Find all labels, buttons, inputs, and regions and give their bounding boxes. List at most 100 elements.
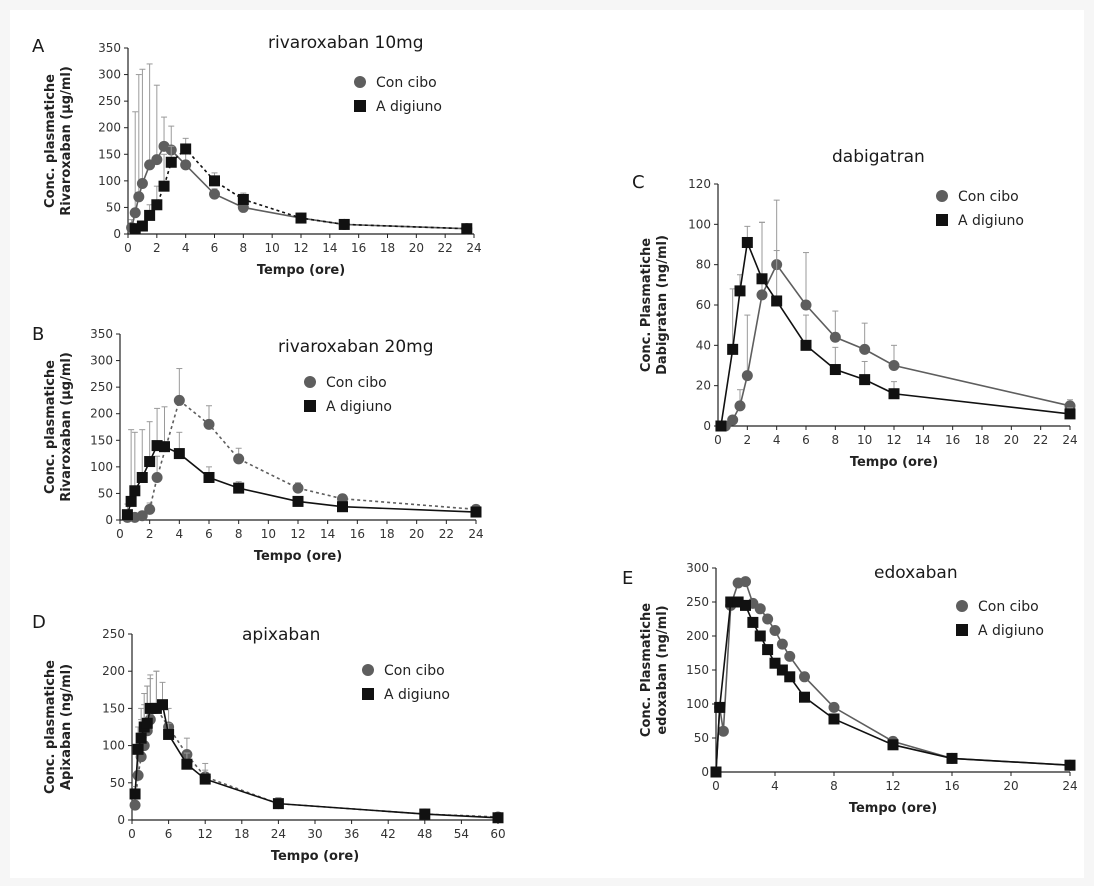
y-axis-label: Rivaroxaban (µg/ml) <box>59 66 74 216</box>
data-point-square <box>338 218 350 230</box>
y-axis-label: Conc. plasmatiche <box>43 360 58 494</box>
x-tick-label: 42 <box>381 827 396 841</box>
x-tick-label: 8 <box>832 433 840 447</box>
data-point-circle <box>133 191 145 203</box>
series-a-digiuno <box>121 406 482 521</box>
x-tick-label: 24 <box>271 827 286 841</box>
y-tick-label: 300 <box>90 354 113 368</box>
x-tick-label: 0 <box>712 779 720 793</box>
data-point-circle <box>233 453 245 465</box>
x-tick-label: 24 <box>1062 779 1077 793</box>
panel-letter-C: C <box>632 172 645 193</box>
data-point-square <box>295 212 307 224</box>
series-a-digiuno <box>710 596 1076 778</box>
data-point-square <box>292 495 304 507</box>
x-tick-label: 12 <box>293 241 308 255</box>
x-tick-label: 6 <box>205 527 213 541</box>
x-tick-label: 0 <box>714 433 722 447</box>
y-tick-label: 50 <box>98 486 113 500</box>
y-tick-label: 150 <box>102 701 125 715</box>
data-point-square <box>715 420 727 432</box>
x-tick-label: 22 <box>1033 433 1048 447</box>
data-point-square <box>470 506 482 518</box>
data-point-square <box>129 223 141 235</box>
x-tick-label: 8 <box>235 527 243 541</box>
data-point-square <box>461 223 473 235</box>
y-tick-label: 100 <box>688 217 711 231</box>
legend-marker-square <box>936 214 948 226</box>
panel-letter-E: E <box>622 568 633 589</box>
data-point-square <box>163 728 175 740</box>
data-point-circle <box>756 289 768 301</box>
chart-svg: A rivaroxaban 10mg0501001502002503003500… <box>32 33 1078 864</box>
data-point-square <box>741 236 753 248</box>
y-tick-label: 50 <box>106 200 121 214</box>
y-axis-label: Conc. plasmatiche <box>43 660 58 794</box>
data-point-circle <box>180 159 192 171</box>
y-axis-label: Conc. Plasmatiche <box>639 603 654 737</box>
panel-D: D apixaban 0 50 100 150 200 250 0 6 12 18 24 30 36 42 4… <box>32 612 506 864</box>
y-tick-label: 100 <box>686 697 709 711</box>
x-axis-label: Tempo (ore) <box>849 801 937 816</box>
y-tick-label: 40 <box>696 338 711 352</box>
x-tick-label: 20 <box>409 241 424 255</box>
x-tick-label: 4 <box>182 241 190 255</box>
y-tick-label: 250 <box>102 627 125 641</box>
data-point-circle <box>727 414 739 426</box>
data-point-square <box>199 773 211 785</box>
legend-marker-circle <box>956 600 968 612</box>
y-tick-label: 200 <box>686 629 709 643</box>
chart-title: dabigatran <box>832 147 925 167</box>
data-point-square <box>125 495 137 507</box>
data-point-circle <box>136 510 148 522</box>
x-tick-label: 22 <box>438 241 453 255</box>
y-tick-label: 50 <box>694 731 709 745</box>
panel-letter-D: D <box>32 612 46 633</box>
x-tick-label: 54 <box>454 827 469 841</box>
x-tick-label: 18 <box>234 827 249 841</box>
x-tick-label: 24 <box>468 527 483 541</box>
y-tick-label: 50 <box>110 776 125 790</box>
x-tick-label: 36 <box>344 827 359 841</box>
data-point-circle <box>740 576 751 588</box>
data-point-circle <box>173 394 185 406</box>
data-point-square <box>144 456 156 468</box>
data-point-square <box>151 199 163 211</box>
data-point-square <box>121 509 133 521</box>
legend-label: A digiuno <box>978 623 1044 639</box>
x-tick-label: 20 <box>409 527 424 541</box>
x-tick-label: 10 <box>265 241 280 255</box>
x-axis-label: Tempo (ore) <box>850 455 938 470</box>
y-tick-label: 250 <box>98 94 121 108</box>
data-point-square <box>859 374 871 386</box>
data-point-square <box>135 732 147 744</box>
legend-marker-square <box>956 624 968 636</box>
x-tick-label: 4 <box>176 527 184 541</box>
legend-marker-circle <box>936 190 948 202</box>
data-point-circle <box>734 400 746 412</box>
data-point-square <box>828 713 840 725</box>
x-tick-label: 20 <box>1003 779 1018 793</box>
x-tick-label: 12 <box>885 779 900 793</box>
data-point-circle <box>754 603 766 615</box>
y-tick-label: 80 <box>696 258 711 272</box>
data-point-circle <box>828 701 840 713</box>
x-tick-label: 60 <box>490 827 505 841</box>
data-point-square <box>129 485 141 497</box>
y-tick-label: 60 <box>696 298 711 312</box>
y-tick-label: 0 <box>105 513 113 527</box>
data-point-square <box>181 758 193 770</box>
data-point-circle <box>741 370 753 382</box>
y-tick-label: 350 <box>90 327 113 341</box>
series-a-digiuno <box>129 670 504 824</box>
series-a-digiuno <box>715 221 1076 432</box>
y-tick-label: 100 <box>102 739 125 753</box>
x-tick-label: 4 <box>773 433 781 447</box>
data-point-circle <box>829 331 841 343</box>
legend-marker-circle <box>354 76 366 88</box>
legend-label: Con cibo <box>376 75 437 91</box>
data-point-square <box>756 273 768 285</box>
x-tick-label: 20 <box>1004 433 1019 447</box>
panel-A: A rivaroxaban 10mg 0 50 100 150 200 250 300 350 0… <box>32 33 482 278</box>
